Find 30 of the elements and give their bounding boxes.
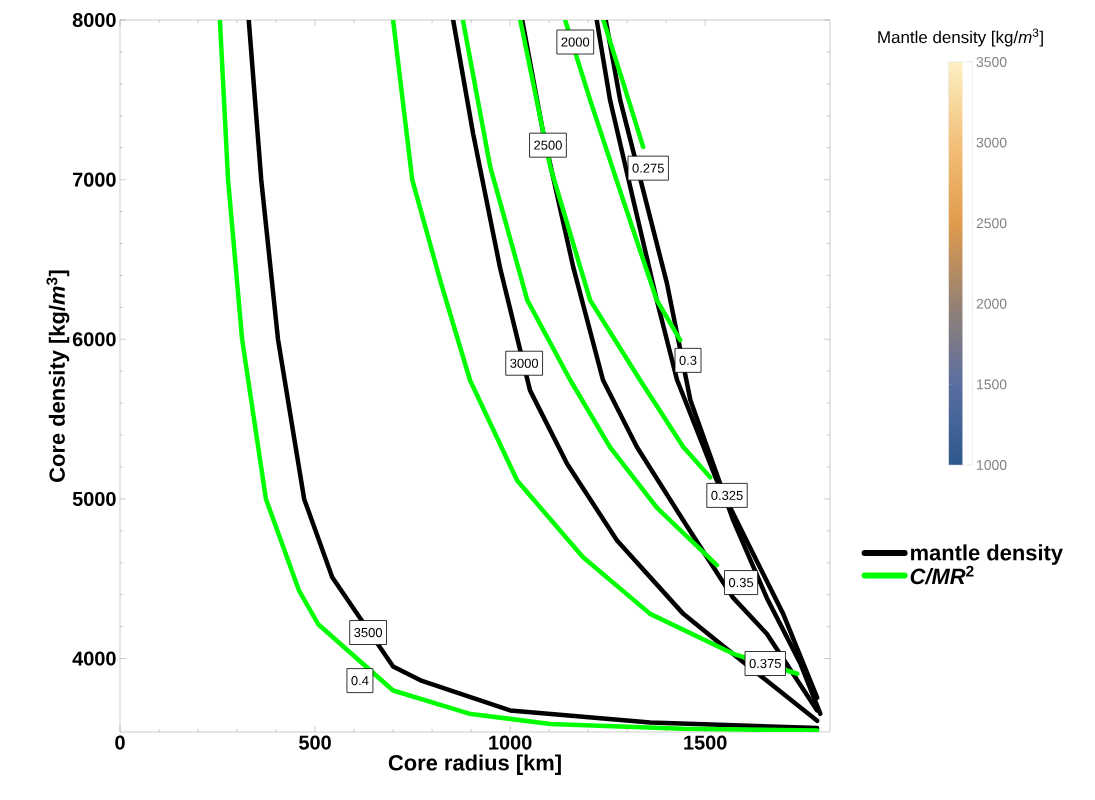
legend-label: C/MR$^{2}$: [910, 565, 974, 585]
color-bar-label: 2000: [976, 298, 1007, 309]
color-bar-label: 1500: [977, 379, 1007, 390]
annotation: 0.3: [679, 355, 697, 365]
y-tick-label: 8000: [72, 12, 116, 28]
annotation: 0.35: [728, 577, 754, 588]
annotation: 3500: [354, 627, 383, 638]
x-tick-label: 1500: [684, 735, 727, 750]
y-tick-label: 5000: [72, 491, 116, 506]
y-axis-title: Core density [kg/m$^{3}$]: [46, 270, 70, 482]
annotation: 0.375: [749, 658, 781, 669]
annotation: 3000: [510, 358, 539, 368]
annotation: 2000: [561, 37, 590, 47]
x-axis-title: Core radius [km]: [388, 754, 561, 775]
annotation: 0.4: [351, 676, 369, 686]
annotation: 0.275: [632, 163, 664, 173]
x-tick-label: 1000: [489, 735, 532, 750]
color-bar-label: 3000: [976, 137, 1007, 148]
x-tick-label: 500: [299, 735, 331, 750]
y-tick-label: 6000: [72, 332, 116, 347]
color-bar-label: 1000: [977, 460, 1007, 470]
y-tick-label: 7000: [73, 172, 116, 187]
legend-label: mantle density: [911, 544, 1063, 565]
x-tick-label: 0: [115, 735, 125, 750]
annotation: 2500: [534, 140, 562, 150]
color-bar-title: Mantle density [kg/m$^{3}$]: [878, 28, 1043, 47]
color-bar-label: 3500: [976, 57, 1007, 67]
color-bar-label: 2500: [976, 218, 1007, 229]
annotation: 0.325: [711, 490, 743, 500]
y-tick-label: 4000: [72, 651, 116, 666]
